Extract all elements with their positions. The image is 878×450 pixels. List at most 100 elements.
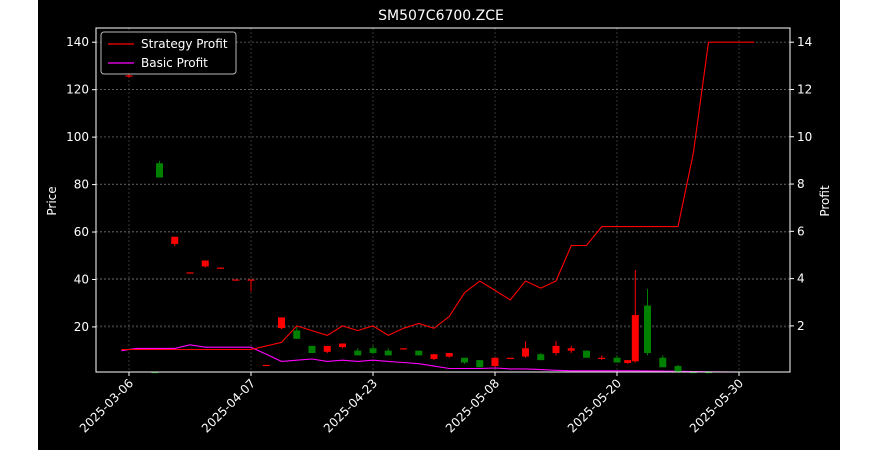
chart-background (38, 0, 840, 450)
candle (624, 360, 632, 364)
candle (201, 260, 209, 268)
strategy-profit-line (121, 41, 755, 351)
y-right-tick-label: 2 (797, 319, 805, 333)
candle-body (506, 357, 514, 359)
candle-body (415, 350, 423, 356)
candle (384, 348, 392, 356)
candle (262, 364, 270, 367)
candle-body (262, 364, 270, 367)
candle (583, 350, 590, 358)
candle (461, 357, 468, 364)
candle-body (354, 350, 362, 356)
candle (598, 355, 606, 361)
candle (445, 353, 453, 358)
candle-body (461, 357, 468, 363)
candle-body (631, 315, 639, 362)
candle-body (171, 236, 179, 244)
candle-body (217, 267, 224, 269)
candle-body (430, 354, 438, 359)
candle (232, 279, 240, 281)
candle (506, 357, 514, 359)
candle (415, 350, 423, 356)
y-right-tick-label: 6 (797, 224, 805, 238)
candle (674, 364, 682, 372)
candle-body (201, 260, 209, 267)
y-right-tick-label: 10 (797, 130, 812, 144)
candle (537, 353, 545, 361)
candle-body (705, 372, 712, 374)
candle-body (400, 348, 407, 350)
candle-body (598, 357, 606, 359)
candle-body (247, 279, 255, 281)
chart-title: SM507C6700.ZCE (378, 8, 504, 24)
candle (354, 348, 362, 356)
candle (369, 345, 377, 355)
y-left-tick-label: 120 (66, 83, 89, 97)
candle-body (476, 360, 484, 368)
candle (491, 357, 499, 368)
y-left-axis-label: Price (45, 186, 59, 215)
candle (476, 360, 484, 368)
candlestick-chart: SM507C6700.ZCE 20 40 60 80 100 120 140 2 4 6 8 10 12… (38, 0, 840, 450)
candle (400, 348, 407, 350)
candle-body (151, 372, 159, 374)
candle-body (613, 357, 621, 363)
figure: SM507C6700.ZCE 20 40 60 80 100 120 140 2 4 6 8 10 12… (38, 0, 840, 450)
candle-body (522, 348, 529, 357)
candle-body (278, 317, 285, 329)
candle (659, 355, 667, 368)
candle-body (156, 163, 163, 178)
candle (186, 272, 194, 274)
candle-body (369, 348, 377, 354)
candle-body (624, 360, 632, 363)
y-right-tick-label: 14 (797, 35, 812, 49)
candle-body (445, 353, 453, 357)
candles-layer (125, 73, 712, 374)
candle (567, 345, 575, 354)
candle-body (323, 345, 331, 352)
candle (156, 160, 163, 178)
candle (247, 279, 255, 292)
candle-body (308, 345, 316, 354)
candle (613, 355, 621, 363)
y-right-tick-label: 8 (797, 177, 805, 191)
candle (430, 354, 438, 361)
legend-basic-label: Basic Profit (141, 56, 208, 70)
candle (278, 317, 285, 330)
candle-body (583, 350, 590, 358)
candle (171, 236, 179, 247)
y-left-tick-label: 20 (74, 320, 89, 334)
candle-body (293, 330, 301, 339)
candle (522, 341, 529, 358)
candle-body (491, 357, 499, 367)
strategy-profit-layer (121, 41, 755, 351)
y-left-tick-label: 60 (74, 225, 89, 239)
candle (217, 267, 224, 269)
candle-body (537, 354, 545, 361)
candle-body (186, 272, 194, 274)
candle-body (552, 345, 560, 354)
y-left-tick-label: 80 (74, 178, 89, 192)
candle (293, 326, 301, 339)
candle-body (644, 305, 651, 354)
candle-body (339, 343, 346, 348)
candle-body (659, 357, 667, 368)
y-right-tick-label: 4 (797, 272, 805, 286)
candle-body (384, 350, 392, 356)
y-right-tick-label: 12 (797, 82, 812, 96)
y-left-tick-label: 40 (74, 272, 89, 286)
candle (323, 345, 331, 354)
y-left-tick-label: 100 (66, 130, 89, 144)
legend-box (100, 31, 237, 75)
plot-frame (95, 27, 791, 373)
candle-body (689, 372, 697, 374)
y-right-axis-label: Profit (818, 185, 832, 217)
candle (552, 341, 560, 356)
grid (96, 28, 790, 372)
legend-strategy-label: Strategy Profit (141, 37, 228, 51)
legend: Strategy Profit Basic Profit (100, 31, 237, 75)
candle-body (125, 75, 133, 77)
y-left-tick-label: 140 (66, 35, 89, 49)
candle (339, 343, 346, 349)
candle-body (232, 279, 240, 281)
